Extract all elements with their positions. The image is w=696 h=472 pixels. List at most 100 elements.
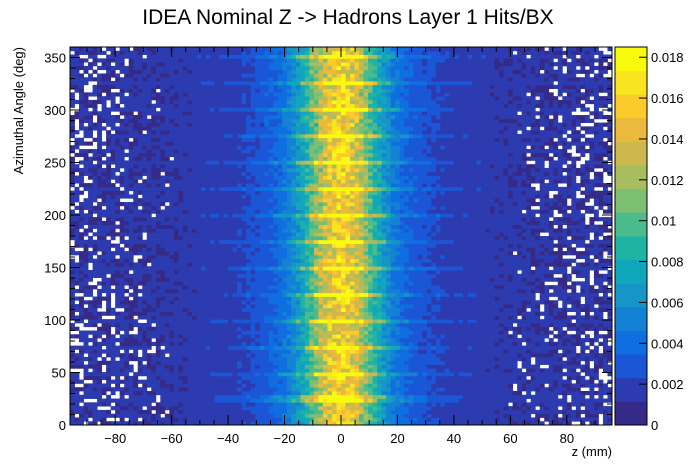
heatmap-cell xyxy=(164,390,170,396)
heatmap-cell xyxy=(146,270,152,275)
heatmap-cell xyxy=(264,254,270,260)
heatmap-cell xyxy=(119,224,125,229)
heatmap-cell xyxy=(191,338,197,343)
heatmap-cell xyxy=(300,111,306,116)
heatmap-cell xyxy=(70,190,75,195)
heatmap-cell xyxy=(146,224,152,229)
heatmap-cell xyxy=(282,190,288,195)
heatmap-cell xyxy=(295,145,301,150)
heatmap-cell xyxy=(151,190,157,195)
heatmap-cell xyxy=(282,341,288,347)
heatmap-cell xyxy=(151,171,157,176)
heatmap-cell xyxy=(282,387,288,392)
heatmap-cell xyxy=(250,183,256,188)
heatmap-cell xyxy=(264,194,270,199)
heatmap-cell xyxy=(273,353,279,358)
heatmap-cell xyxy=(79,224,84,229)
heatmap-cell xyxy=(241,217,247,222)
heatmap-cell xyxy=(291,319,297,324)
heatmap-cell xyxy=(237,326,243,331)
heatmap-cell xyxy=(228,375,233,381)
heatmap-cell xyxy=(223,387,229,392)
heatmap-cell xyxy=(205,217,211,222)
heatmap-cell xyxy=(173,126,179,131)
heatmap-cell xyxy=(128,65,134,71)
heatmap-cell xyxy=(300,92,306,97)
heatmap-cell xyxy=(124,96,130,101)
heatmap-cell xyxy=(232,62,238,67)
heatmap-cell xyxy=(160,99,166,105)
heatmap-cell xyxy=(219,247,224,252)
heatmap-cell xyxy=(246,277,252,282)
heatmap-cell xyxy=(128,167,134,173)
heatmap-cell xyxy=(128,304,134,309)
heatmap-cell xyxy=(259,338,265,343)
heatmap-cell xyxy=(291,84,297,89)
heatmap-cell xyxy=(237,220,243,226)
heatmap-cell xyxy=(286,375,292,381)
heatmap-cell xyxy=(88,421,93,426)
heatmap-cell xyxy=(164,349,170,354)
heatmap-cell xyxy=(210,201,215,207)
heatmap-cell xyxy=(219,81,224,86)
heatmap-cell xyxy=(160,368,166,373)
heatmap-cell xyxy=(137,338,143,343)
heatmap-cell xyxy=(151,130,157,135)
heatmap-cell xyxy=(137,247,143,252)
heatmap-cell xyxy=(119,65,125,71)
heatmap-cell xyxy=(74,167,80,173)
heatmap-cell xyxy=(237,96,243,101)
heatmap-cell xyxy=(259,205,265,210)
heatmap-cell xyxy=(142,277,148,282)
heatmap-cell xyxy=(291,103,297,108)
heatmap-cell xyxy=(205,213,211,218)
heatmap-cell xyxy=(219,111,224,116)
heatmap-cell xyxy=(101,224,107,229)
heatmap-cell xyxy=(196,122,202,127)
heatmap-cell xyxy=(119,88,125,93)
heatmap-cell xyxy=(264,107,270,112)
heatmap-cell xyxy=(196,115,202,120)
heatmap-cell xyxy=(237,236,243,241)
heatmap-cell xyxy=(282,304,288,309)
heatmap-cell xyxy=(124,349,130,354)
heatmap-cell xyxy=(151,73,157,78)
heatmap-cell xyxy=(295,281,301,286)
heatmap-cell xyxy=(237,353,243,358)
heatmap-cell xyxy=(309,360,315,365)
heatmap-cell xyxy=(286,254,292,260)
heatmap-cell xyxy=(264,307,270,312)
heatmap-cell xyxy=(196,334,202,339)
heatmap-cell xyxy=(232,175,238,180)
heatmap-cell xyxy=(196,364,202,369)
heatmap-cell xyxy=(97,228,103,233)
heatmap-cell xyxy=(282,266,288,271)
heatmap-cell xyxy=(219,107,224,112)
heatmap-cell xyxy=(219,254,224,260)
heatmap-cell xyxy=(160,111,166,116)
heatmap-cell xyxy=(268,58,274,63)
heatmap-cell xyxy=(115,126,121,131)
heatmap-cell xyxy=(182,81,188,86)
heatmap-cell xyxy=(83,322,89,328)
heatmap-cell xyxy=(128,243,134,248)
heatmap-cell xyxy=(182,65,188,71)
heatmap-cell xyxy=(79,47,84,52)
heatmap-cell xyxy=(106,198,112,203)
heatmap-cell xyxy=(223,141,229,146)
heatmap-cell xyxy=(119,402,125,407)
heatmap-cell xyxy=(295,175,301,180)
heatmap-cell xyxy=(191,232,197,237)
heatmap-cell xyxy=(241,273,247,278)
heatmap-cell xyxy=(282,247,288,252)
heatmap-cell xyxy=(237,398,243,403)
heatmap-cell xyxy=(277,179,283,184)
heatmap-cell xyxy=(137,137,143,142)
heatmap-cell xyxy=(304,379,310,384)
heatmap-cell xyxy=(97,217,103,222)
heatmap-cell xyxy=(106,186,112,192)
heatmap-cell xyxy=(264,205,270,210)
heatmap-cell xyxy=(101,190,107,195)
heatmap-cell xyxy=(264,84,270,89)
heatmap-cell xyxy=(124,322,130,328)
